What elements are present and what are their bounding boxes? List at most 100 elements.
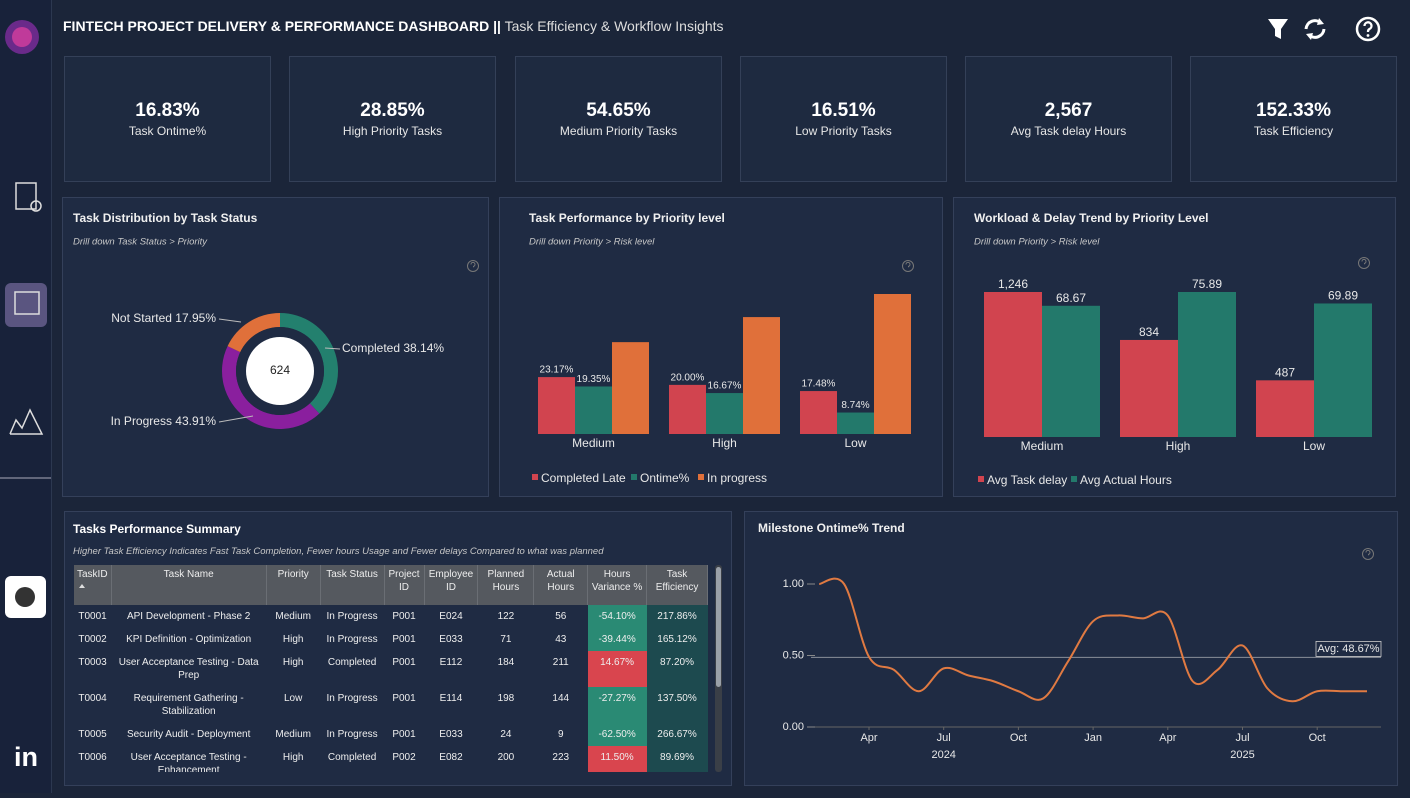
data-label: 17.48% (802, 379, 836, 390)
scroll-thumb[interactable] (716, 567, 721, 687)
y-tick-label: 0.50 (783, 649, 804, 661)
x-tick-label: Apr (860, 732, 877, 744)
chart-subtitle: Drill down Priority > Risk level (529, 237, 655, 248)
kpi-card: 16.83% Task Ontime% (64, 56, 271, 182)
table-cell: E024 (439, 611, 463, 622)
column-header[interactable]: Employee ID (424, 565, 479, 605)
table-cell: In Progress (326, 634, 378, 645)
leader-line (324, 347, 341, 350)
table-cell: Medium (275, 729, 311, 740)
table-cell: 137.50% (646, 687, 708, 723)
table-cell: -27.27% (587, 687, 647, 723)
donut-slice (221, 346, 320, 430)
data-label: 19.35% (577, 374, 611, 385)
table-cell: 9 (557, 729, 564, 740)
table-panel: Tasks Performance Summary Higher Task Ef… (64, 511, 732, 786)
column-header[interactable]: Planned Hours (477, 565, 535, 605)
priority-bar-chart: Task Performance by Priority level Drill … (529, 211, 914, 485)
table-cell: -62.50% (587, 723, 647, 746)
bar (874, 294, 911, 434)
chart-subtitle: Drill down Task Status > Priority (73, 237, 208, 248)
table-cell: P001 (392, 611, 416, 622)
table-row: T0002 KPI Definition - Optimization High In… (74, 628, 708, 651)
kpi-card: 152.33% Task Efficiency (1190, 56, 1397, 182)
kpi-value: 152.33% (1255, 100, 1331, 121)
table-cell: P002 (392, 752, 416, 763)
chart-subtitle: Drill down Priority > Risk level (974, 237, 1100, 248)
donut-slice (227, 313, 280, 353)
slice-value: 38.14% (403, 341, 444, 355)
slice-category: Completed (342, 341, 400, 355)
table-cell: 217.86% (646, 605, 708, 628)
active-nav[interactable] (5, 283, 47, 327)
help-glyph (1361, 258, 1367, 265)
column-header[interactable]: Task Name (111, 565, 267, 605)
kpi-value: 16.83% (135, 100, 200, 121)
table-cell: High (282, 752, 304, 763)
column-header[interactable]: Project ID (384, 565, 425, 605)
table-cell: 122 (497, 611, 515, 622)
help-icon[interactable] (1355, 16, 1381, 42)
average-label-box (1315, 641, 1382, 657)
table-cell: Completed (327, 752, 377, 763)
help-glyph (1365, 549, 1371, 556)
x-tick-label: High (1166, 439, 1191, 453)
column-header[interactable]: Hours Variance % (587, 565, 648, 605)
trend-icon[interactable] (9, 408, 44, 435)
table-cell: T0006 (78, 752, 107, 763)
logo-core (12, 27, 32, 47)
linkedin[interactable]: in (14, 742, 38, 772)
kpi-card: 16.51% Low Priority Tasks (740, 56, 947, 182)
table-viewport: TaskID Task Name Priority Task Status Projec… (74, 565, 708, 772)
filter-icon[interactable] (1268, 19, 1288, 39)
column-header[interactable]: Task Efficiency (646, 565, 708, 605)
table-title: Tasks Performance Summary (73, 522, 241, 536)
kpi-label: High Priority Tasks (342, 124, 443, 138)
data-label: 23.17% (540, 365, 574, 376)
table-cell: 11.50% (587, 746, 647, 772)
scrollbar[interactable] (715, 565, 722, 772)
tasks-icon[interactable] (15, 182, 37, 210)
legend-swatch (631, 474, 637, 480)
table-cell: P001 (392, 729, 416, 740)
bar (575, 386, 612, 434)
line-chart: Milestone Ontime% Trend 0.00 0.50 1.00 Apr Ju… (758, 521, 1382, 761)
help-icon (1358, 257, 1370, 269)
column-header[interactable]: TaskID (74, 565, 112, 605)
kpi-card: 28.85% High Priority Tasks (289, 56, 496, 182)
table-cell: 87.20% (646, 651, 708, 687)
donut-total: 624 (270, 363, 290, 377)
column-header[interactable]: Actual Hours (533, 565, 589, 605)
column-header[interactable]: Task Status (320, 565, 385, 605)
header-title: FINTECH PROJECT DELIVERY & PERFORMANCE D… (63, 18, 501, 34)
y-tick-label: 1.00 (783, 578, 804, 590)
header-row: TaskID Task Name Priority Task Status Projec… (74, 565, 708, 605)
table-cell: In Progress (326, 729, 378, 740)
table-row: T0004 Requirement Gathering - Stabilizati… (74, 687, 708, 723)
help-icon (1362, 548, 1374, 560)
kpi-label: Task Efficiency (1253, 124, 1334, 138)
task-table: TaskID Task Name Priority Task Status Projec… (74, 565, 708, 772)
table-cell: E033 (439, 729, 463, 740)
legend-label: Avg Task delay (987, 473, 1067, 487)
bar (837, 412, 874, 434)
leader-line (218, 415, 254, 423)
year-label: 2024 (931, 749, 955, 761)
table-cell: Medium (275, 611, 311, 622)
kpi-label: Medium Priority Tasks (559, 124, 678, 138)
legend-swatch (698, 474, 704, 480)
slice-value: 17.95% (175, 311, 216, 325)
donut-panel: Task Distribution by Task Status Drill do… (62, 197, 489, 497)
table-cell: Requirement Gathering - Stabilization (133, 693, 244, 717)
x-tick-label: Jul (937, 732, 951, 744)
data-label: 16.67% (708, 381, 742, 392)
column-header[interactable]: Priority (266, 565, 321, 605)
slice-category: Not Started (111, 311, 172, 325)
slice-label: Not Started 17.95% (111, 311, 216, 325)
bar-panel: Task Performance by Priority level Drill … (499, 197, 943, 497)
table-cell: T0005 (78, 729, 107, 740)
leader-line (218, 318, 242, 323)
table-cell: Low (284, 693, 303, 704)
table-cell: User Acceptance Testing - Data Prep (118, 657, 259, 681)
